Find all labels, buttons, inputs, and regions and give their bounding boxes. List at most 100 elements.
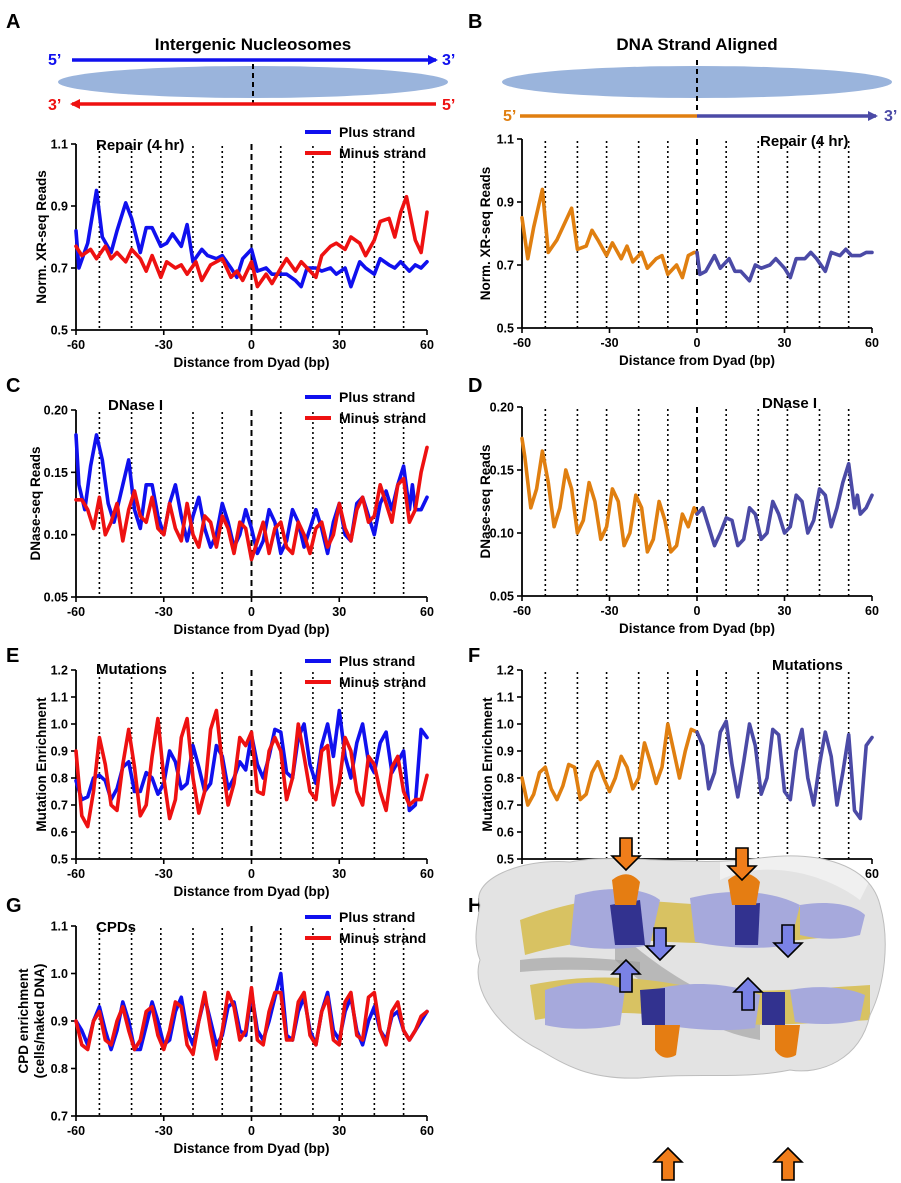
y-tick-label: 0.20 [490, 401, 514, 415]
y-tick-label: 0.7 [51, 262, 68, 276]
diagram-b-title: DNA Strand Aligned [616, 35, 777, 54]
x-tick-label: -30 [155, 605, 173, 619]
x-tick-label: -30 [600, 336, 618, 350]
series-line-orange [520, 187, 699, 280]
y-tick-label: 0.9 [497, 196, 514, 210]
y-tick-label: 1.1 [497, 691, 514, 705]
y-axis-label: Mutation Enrichment [34, 697, 49, 832]
x-tick-label: -60 [67, 605, 85, 619]
chart-annotation: DNase I [762, 395, 817, 412]
panel-label-c: C [6, 375, 20, 397]
y-tick-label: 1.2 [497, 664, 514, 678]
y-tick-label: 0.15 [490, 464, 514, 478]
y-tick-label: 0.6 [51, 826, 68, 840]
panel-label-e: E [6, 645, 19, 667]
blue-arrow-icon [644, 927, 676, 962]
x-tick-label: 60 [420, 1124, 434, 1138]
y-tick-label: 0.9 [51, 745, 68, 759]
chart-panel-g: G 0.7 0.8 0.9 1.0 1.1 -60 -30 0 30 60 Distance fro… [6, 895, 434, 1156]
y-axis-label: Mutation Enrichment [480, 697, 495, 832]
series-line-orange [520, 436, 699, 554]
y-tick-label: 0.6 [497, 826, 514, 840]
y-axis-label: (cells/naked DNA) [32, 964, 47, 1079]
blue-arrow-icon [732, 976, 764, 1011]
y-axis-label: DNase-seq Reads [28, 446, 43, 560]
series-line-minus-strand [74, 194, 429, 289]
y-tick-label: 0.7 [51, 799, 68, 813]
x-axis-label: Distance from Dyad (bp) [619, 621, 775, 636]
y-axis-label: DNase-seq Reads [478, 444, 493, 558]
blue-arrow-icon [772, 924, 804, 959]
y-tick-label: 0.7 [497, 259, 514, 273]
series-line-minus-strand [74, 986, 429, 1061]
blue-arrow-icon [610, 958, 642, 993]
orange-arrow-icon [726, 847, 758, 882]
x-tick-label: 0 [248, 867, 255, 881]
protein-surface [475, 855, 886, 1079]
y-tick-label: 0.7 [51, 1110, 68, 1124]
x-tick-label: 60 [420, 605, 434, 619]
x-tick-label: 0 [694, 336, 701, 350]
diagram-a-title: Intergenic Nucleosomes [155, 35, 352, 54]
y-axis-label: Norm. XR-seq Reads [34, 170, 49, 304]
label-5prime-bottom-a: 5’ [442, 97, 455, 114]
x-tick-label: 60 [420, 867, 434, 881]
y-tick-label: 1.0 [51, 718, 68, 732]
series-line-navy [695, 719, 874, 821]
x-tick-label: 30 [332, 605, 346, 619]
chart-panel-e: E 0.5 0.6 0.7 0.8 0.9 1.0 1.1 1.2 -60 -30 0 30 60 Dis… [6, 645, 434, 899]
orange-arrow-icon [772, 1146, 804, 1181]
y-tick-label: 1.2 [51, 664, 68, 678]
chart-panel-b: 0.5 0.7 0.9 1.1 -60 -30 0 30 60 Distance from Dya… [478, 133, 879, 369]
chart-annotation: CPDs [96, 919, 136, 936]
chart-annotation: DNase I [108, 397, 163, 414]
x-axis-label: Distance from Dyad (bp) [619, 353, 775, 368]
legend-label: Minus strand [339, 674, 426, 690]
chart-annotation: Repair (4 hr) [760, 133, 848, 150]
y-tick-label: 1.1 [51, 691, 68, 705]
y-tick-label: 0.5 [51, 324, 68, 338]
y-tick-label: 0.9 [497, 745, 514, 759]
y-tick-label: 0.5 [497, 853, 514, 867]
x-tick-label: -60 [513, 336, 531, 350]
legend-label: Plus strand [339, 653, 415, 669]
y-tick-label: 0.05 [44, 591, 68, 605]
y-tick-label: 0.05 [490, 590, 514, 604]
x-tick-label: -30 [155, 338, 173, 352]
y-tick-label: 1.1 [51, 138, 68, 152]
x-tick-label: 60 [865, 336, 879, 350]
x-tick-label: -60 [67, 867, 85, 881]
panel-label-g: G [6, 895, 22, 917]
y-tick-label: 1.0 [51, 967, 68, 981]
series-line-minus-strand [74, 445, 429, 562]
x-axis-label: Distance from Dyad (bp) [173, 884, 329, 899]
orange-arrow-icon [610, 837, 642, 872]
x-tick-label: -30 [600, 604, 618, 618]
y-tick-label: 0.15 [44, 466, 68, 480]
panel-label-a: A [6, 11, 20, 33]
panel-label-f: F [468, 645, 480, 667]
x-tick-label: 0 [248, 338, 255, 352]
panel-label-d: D [468, 375, 482, 397]
x-tick-label: 0 [248, 605, 255, 619]
panel-h-nucleosome-structure: H [468, 837, 886, 1181]
y-tick-label: 0.8 [51, 1062, 68, 1076]
y-tick-label: 1.1 [51, 920, 68, 934]
x-tick-label: 30 [332, 338, 346, 352]
label-3prime-bottom-a: 3’ [48, 97, 61, 114]
x-tick-label: -30 [155, 1124, 173, 1138]
x-axis-label: Distance from Dyad (bp) [173, 355, 329, 370]
y-tick-label: 1.1 [497, 133, 514, 147]
chart-annotation: Mutations [96, 661, 167, 678]
x-tick-label: 60 [420, 338, 434, 352]
chart-panel-c: C 0.05 0.10 0.15 0.20 -60 -30 0 30 60 Distance fr… [6, 375, 434, 637]
label-3prime-b: 3’ [884, 108, 897, 125]
legend-label: Plus strand [339, 389, 415, 405]
x-tick-label: -60 [67, 338, 85, 352]
x-tick-label: 30 [778, 336, 792, 350]
x-axis-label: Distance from Dyad (bp) [173, 1141, 329, 1156]
chart-annotation: Repair (4 hr) [96, 137, 184, 154]
x-tick-label: 30 [332, 1124, 346, 1138]
y-tick-label: 0.10 [44, 528, 68, 542]
